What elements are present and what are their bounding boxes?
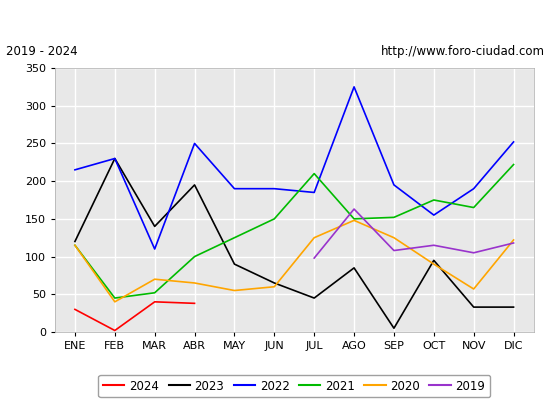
Text: Evolucion Nº Turistas Nacionales en el municipio de Cosuenda: Evolucion Nº Turistas Nacionales en el m… xyxy=(47,14,503,28)
Text: http://www.foro-ciudad.com: http://www.foro-ciudad.com xyxy=(381,45,544,58)
Text: 2019 - 2024: 2019 - 2024 xyxy=(6,45,77,58)
Legend: 2024, 2023, 2022, 2021, 2020, 2019: 2024, 2023, 2022, 2021, 2020, 2019 xyxy=(98,375,490,397)
